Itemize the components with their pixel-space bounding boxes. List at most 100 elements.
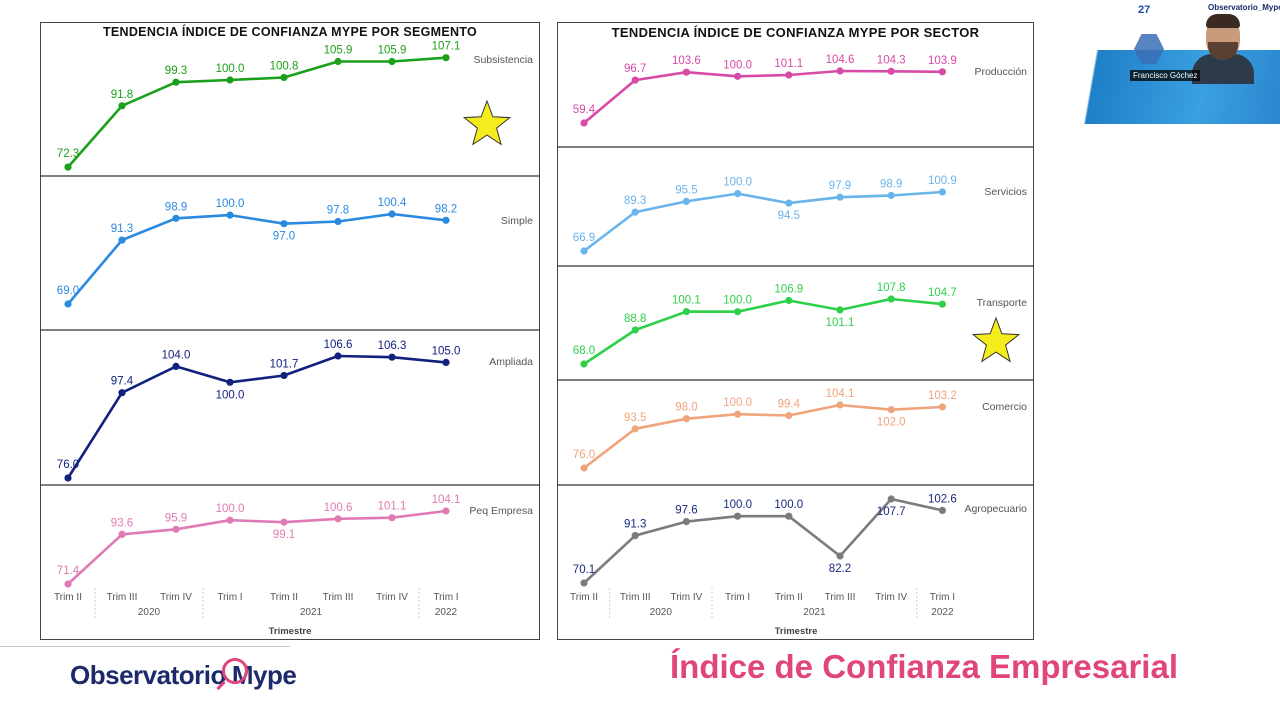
data-label: 100.0: [216, 503, 245, 515]
series-legend-transporte: Transporte: [977, 297, 1028, 309]
data-label: 66.9: [573, 232, 595, 244]
data-point: [836, 193, 844, 201]
data-label: 97.9: [829, 180, 851, 192]
x-year-label: 2020: [138, 607, 161, 618]
data-point: [836, 401, 844, 409]
data-point: [682, 197, 691, 205]
data-point: [887, 495, 895, 503]
data-point: [631, 425, 639, 433]
data-label: 105.0: [432, 345, 461, 357]
x-tick-label: Trim II: [270, 592, 298, 603]
data-point: [938, 188, 947, 196]
data-label: 100.8: [270, 61, 299, 73]
data-point: [226, 211, 234, 219]
data-point: [734, 308, 742, 316]
data-label: 104.0: [162, 349, 191, 361]
data-label: 100.1: [672, 295, 701, 307]
data-label: 101.1: [774, 58, 803, 70]
data-label: 91.3: [624, 519, 646, 531]
data-point: [785, 71, 793, 79]
data-label: 104.1: [432, 494, 461, 506]
data-point: [938, 300, 947, 308]
series-legend-agropecuario: Agropecuario: [965, 503, 1028, 515]
series-line-produccion: [583, 69, 943, 124]
data-label: 68.0: [573, 345, 595, 357]
series-legend-comercio: Comercio: [982, 401, 1027, 413]
data-point: [442, 507, 450, 515]
series-line-peq-empresa: [67, 509, 447, 585]
data-point: [682, 518, 691, 526]
data-label: 106.3: [378, 340, 407, 352]
series-line-comercio: [583, 403, 943, 470]
sector-chart-title: TENDENCIA ÍNDICE DE CONFIANZA MYPE POR S…: [611, 25, 980, 40]
footer-title: Índice de Confianza Empresarial: [670, 648, 1178, 685]
data-label: 101.1: [378, 501, 407, 513]
data-label: 99.4: [778, 399, 801, 411]
x-axis-title: Trimestre: [269, 626, 312, 637]
data-label: 72.3: [57, 148, 79, 160]
x-tick-label: Trim IV: [875, 592, 907, 603]
presenter-video[interactable]: 27 Observatorio_Mype Francisco Góchez: [1084, 0, 1280, 124]
series-legend-peq-empresa: Peq Empresa: [469, 505, 533, 517]
data-point: [226, 516, 234, 524]
data-point: [388, 210, 396, 218]
data-label: 107.8: [877, 282, 906, 294]
x-year-label: 2020: [650, 607, 673, 618]
data-label: 103.9: [928, 55, 957, 67]
data-point: [580, 464, 588, 472]
presenter-hair: [1206, 14, 1240, 28]
data-label: 100.0: [723, 397, 752, 409]
data-point: [64, 300, 72, 308]
series-line-agropecuario: [583, 497, 943, 584]
data-point: [334, 57, 342, 66]
data-label: 105.9: [378, 45, 407, 57]
data-point: [280, 518, 288, 526]
data-point: [631, 208, 639, 216]
data-label: 100.0: [723, 177, 752, 189]
series-legend-subsistencia: Subsistencia: [473, 54, 533, 66]
series-legend-produccion: Producción: [974, 66, 1027, 78]
data-label: 98.9: [165, 201, 187, 213]
data-point: [734, 72, 742, 80]
data-label: 106.6: [324, 339, 353, 351]
x-tick-label: Trim I: [433, 592, 458, 603]
data-label: 98.2: [435, 203, 457, 215]
data-label: 100.0: [723, 295, 752, 307]
data-label: 102.6: [928, 493, 957, 505]
x-tick-label: Trim III: [825, 592, 856, 603]
data-label: 100.0: [216, 63, 245, 75]
data-label: 100.0: [216, 389, 245, 401]
observatorio-mype-logo[interactable]: Observatorio Mype: [70, 658, 297, 691]
data-point: [172, 78, 180, 86]
x-tick-label: Trim III: [620, 592, 651, 603]
data-label: 103.2: [928, 390, 957, 402]
data-label: 97.0: [273, 231, 295, 243]
data-label: 100.9: [928, 175, 957, 187]
data-point: [64, 163, 72, 171]
x-tick-label: Trim II: [54, 592, 82, 603]
data-point: [64, 474, 72, 482]
data-label: 99.3: [165, 65, 187, 77]
logo-text-observatorio: Observatorio: [70, 660, 226, 690]
series-line-servicios: [583, 190, 943, 253]
data-point: [836, 552, 844, 560]
data-point: [334, 217, 342, 226]
data-point: [785, 199, 793, 207]
data-point: [631, 532, 639, 540]
data-label: 59.4: [573, 104, 596, 116]
x-tick-label: Trim III: [107, 592, 138, 603]
data-point: [280, 220, 288, 228]
data-point: [887, 67, 895, 75]
presenter-name: Francisco Góchez: [1130, 70, 1201, 81]
data-label: 70.1: [573, 564, 595, 576]
data-point: [388, 57, 396, 66]
data-point: [280, 73, 288, 82]
data-point: [785, 512, 793, 520]
data-point: [580, 579, 588, 587]
data-point: [64, 580, 72, 588]
x-year-label: 2022: [435, 607, 458, 618]
data-label: 93.6: [111, 517, 133, 529]
data-point: [580, 247, 588, 255]
data-point: [734, 512, 742, 520]
